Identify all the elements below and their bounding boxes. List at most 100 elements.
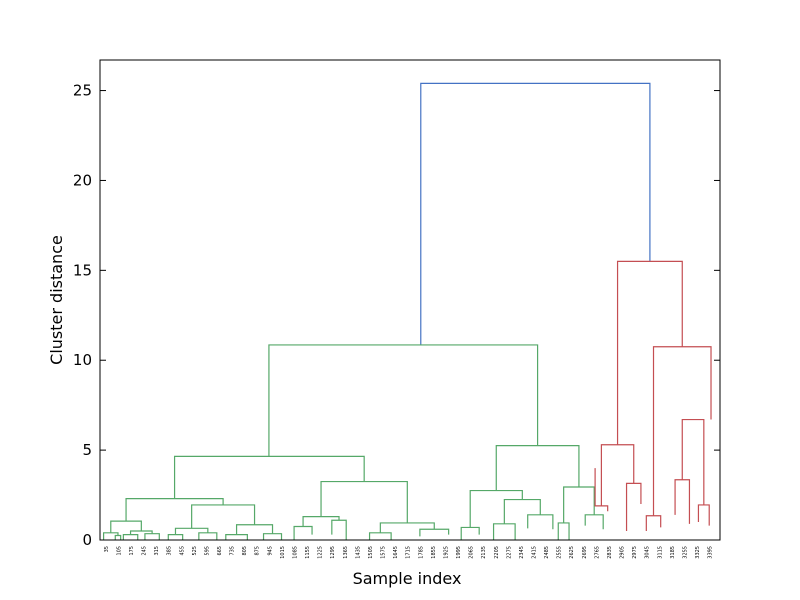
x-tick-label: 385 bbox=[167, 546, 173, 556]
x-tick-label: 3255 bbox=[682, 546, 688, 559]
dendrogram-link bbox=[492, 523, 516, 540]
dendrogram-link bbox=[262, 533, 283, 540]
dendrogram-links bbox=[102, 82, 712, 540]
x-tick-label: 2975 bbox=[632, 546, 638, 559]
x-tick-label: 2835 bbox=[607, 546, 613, 559]
x-tick-label: 3115 bbox=[657, 546, 663, 559]
dendrogram-link bbox=[302, 516, 340, 527]
x-tick-label: 1575 bbox=[381, 546, 387, 559]
x-tick-label: 1995 bbox=[456, 546, 462, 559]
x-tick-label: 735 bbox=[230, 546, 236, 556]
dendrogram-link bbox=[268, 344, 539, 457]
dendrogram-link bbox=[527, 514, 554, 530]
dendrogram-link bbox=[503, 498, 541, 524]
x-tick-label: 665 bbox=[217, 546, 223, 556]
dendrogram-link bbox=[469, 489, 523, 528]
x-tick-label: 2065 bbox=[469, 546, 475, 559]
dendrogram-link bbox=[557, 522, 570, 540]
dendrogram-link bbox=[420, 82, 651, 345]
dendrogram-link bbox=[125, 498, 224, 522]
x-tick-label: 1505 bbox=[368, 546, 374, 559]
x-tick-label: 105 bbox=[116, 546, 122, 556]
y-tick-label: 25 bbox=[73, 82, 92, 100]
x-tick-label: 175 bbox=[129, 546, 135, 556]
dendrogram-link bbox=[460, 526, 480, 540]
dendrogram-link bbox=[174, 527, 209, 535]
x-tick-label: 315 bbox=[154, 546, 160, 556]
x-tick-label: 35 bbox=[104, 546, 110, 552]
x-tick-label: 3395 bbox=[708, 546, 714, 559]
dendrogram-link bbox=[419, 528, 450, 537]
dendrogram-link bbox=[198, 532, 218, 540]
x-tick-label: 3045 bbox=[645, 546, 651, 559]
dendrogram-link bbox=[110, 520, 142, 533]
x-tick-label: 2765 bbox=[594, 546, 600, 559]
x-axis: 35 105 175 245 315 385 455 525 595 665 735 805 875 94… bbox=[104, 546, 714, 559]
x-tick-label: 1435 bbox=[355, 546, 361, 559]
dendrogram-link bbox=[616, 260, 683, 445]
dendrogram-link bbox=[114, 534, 122, 540]
dendrogram-link bbox=[600, 444, 635, 506]
x-tick-label: 1155 bbox=[305, 546, 311, 559]
x-tick-label: 1715 bbox=[406, 546, 412, 559]
dendrogram-link bbox=[122, 534, 139, 540]
x-tick-label: 1785 bbox=[418, 546, 424, 559]
y-tick-label: 10 bbox=[73, 351, 92, 369]
x-tick-label: 3185 bbox=[670, 546, 676, 559]
dendrogram-link bbox=[652, 346, 712, 516]
dendrogram-link bbox=[379, 522, 435, 533]
x-tick-label: 875 bbox=[255, 546, 261, 556]
dendrogram-link bbox=[625, 482, 642, 532]
x-tick-label: 2695 bbox=[582, 546, 588, 559]
y-axis-label: Cluster distance bbox=[47, 235, 66, 365]
x-tick-label: 1645 bbox=[393, 546, 399, 559]
y-axis: 0 5 10 15 20 25 bbox=[73, 82, 720, 549]
x-tick-label: 1015 bbox=[280, 546, 286, 559]
x-tick-label: 2275 bbox=[506, 546, 512, 559]
dendrogram-link bbox=[173, 455, 365, 499]
x-tick-label: 2345 bbox=[519, 546, 525, 559]
y-tick-label: 15 bbox=[73, 261, 92, 279]
x-tick-label: 525 bbox=[192, 546, 198, 556]
dendrogram-link bbox=[368, 532, 392, 540]
x-tick-label: 3325 bbox=[695, 546, 701, 559]
axes-frame bbox=[99, 59, 721, 541]
dendrogram-link bbox=[331, 519, 347, 540]
dendrogram-link bbox=[495, 445, 580, 491]
dendrogram-link bbox=[594, 468, 609, 512]
x-tick-label: 805 bbox=[242, 546, 248, 556]
dendrogram-link bbox=[563, 486, 595, 523]
y-tick-label: 0 bbox=[82, 531, 92, 549]
x-tick-label: 2625 bbox=[569, 546, 575, 559]
x-tick-label: 2135 bbox=[481, 546, 487, 559]
x-tick-label: 945 bbox=[267, 546, 273, 556]
x-tick-label: 1085 bbox=[292, 546, 298, 559]
y-tick-label: 5 bbox=[82, 441, 92, 459]
x-tick-label: 455 bbox=[179, 546, 185, 556]
x-tick-label: 1365 bbox=[343, 546, 349, 559]
dendrogram-link bbox=[235, 524, 274, 535]
dendrogram-link bbox=[320, 480, 408, 523]
dendrogram-link bbox=[681, 418, 705, 505]
x-tick-label: 1295 bbox=[330, 546, 336, 559]
x-tick-label: 595 bbox=[204, 546, 210, 556]
x-tick-label: 1225 bbox=[318, 546, 324, 559]
dendrogram-link bbox=[191, 504, 256, 529]
x-tick-label: 1855 bbox=[431, 546, 437, 559]
x-tick-label: 1925 bbox=[443, 546, 449, 559]
dendrogram-link bbox=[584, 514, 604, 530]
dendrogram-link bbox=[674, 479, 691, 524]
dendrogram-link bbox=[102, 532, 119, 540]
dendrogram-link bbox=[167, 534, 184, 540]
dendrogram-link bbox=[129, 530, 153, 535]
dendrogram-link bbox=[293, 525, 313, 540]
y-tick-label: 20 bbox=[73, 171, 92, 189]
x-tick-label: 2905 bbox=[620, 546, 626, 559]
dendrogram-link bbox=[225, 534, 248, 540]
x-tick-label: 2415 bbox=[532, 546, 538, 559]
x-tick-label: 2205 bbox=[494, 546, 500, 559]
dendrogram-link bbox=[697, 504, 710, 526]
dendrogram-link bbox=[144, 533, 160, 540]
